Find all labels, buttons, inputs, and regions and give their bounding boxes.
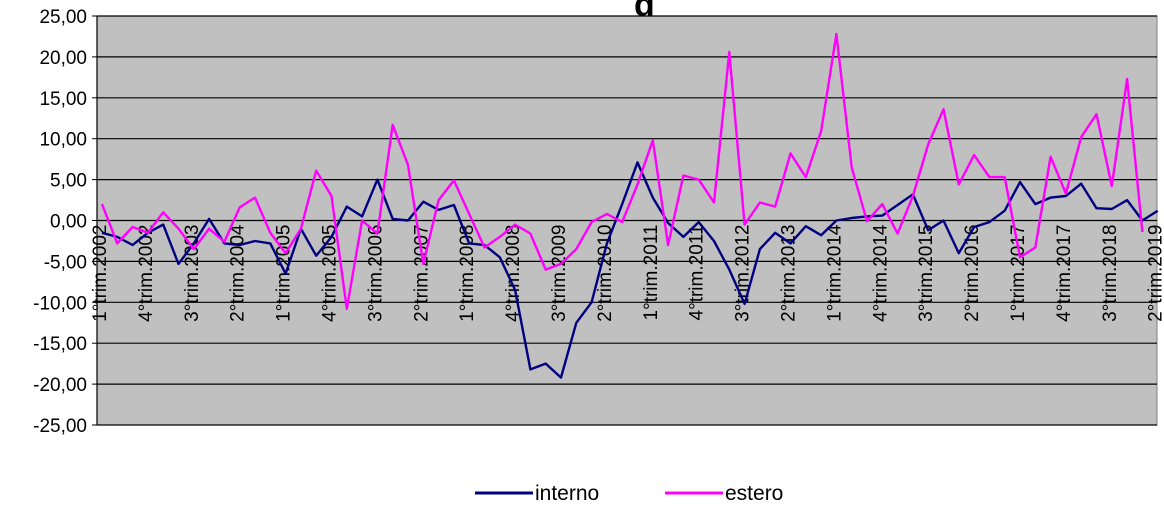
y-tick-label: 0,00 [50, 212, 87, 233]
x-tick-label: 3°trim.2018 [1100, 225, 1121, 322]
y-tick-label: 15,00 [39, 89, 87, 110]
x-axis-tick-labels: 1°trim.2002 4°trim.2002 3°trim.2003 2°trim.… [90, 224, 1164, 322]
x-tick-label: 3°trim.2003 [182, 225, 203, 322]
y-tick-label: 10,00 [39, 130, 87, 151]
x-tick-label: 2°trim.2016 [962, 225, 983, 322]
y-axis-tick-labels: 25,00 20,00 15,00 10,00 5,00 0,00 -5,00 -10,00 -… [33, 7, 87, 437]
legend: interno estero [475, 482, 783, 505]
x-tick-label: 2°trim.2010 [595, 225, 616, 322]
legend-label-estero: estero [725, 482, 783, 505]
series-line-estero [100, 32, 1144, 310]
x-tick-label: 4°trim.2011 [687, 225, 708, 321]
x-tick-label: 4°trim.2005 [320, 225, 341, 322]
x-tick-label: 2°trim.2013 [779, 225, 800, 322]
x-tick-label: 3°trim.2006 [365, 225, 386, 322]
y-tick-label: 20,00 [39, 48, 87, 69]
x-tick-label: 1°trim.2011 [641, 225, 662, 321]
x-tick-label: 2°trim.2019 [1146, 225, 1164, 322]
y-tick-label: -5,00 [44, 252, 87, 273]
x-tick-label: 1°trim.2017 [1008, 225, 1029, 322]
y-tick-label: -25,00 [33, 416, 87, 437]
x-tick-label: 4°trim.2008 [503, 225, 524, 322]
x-tick-label: 2°trim.2004 [228, 224, 249, 322]
series-line-interno [101, 161, 1159, 379]
legend-label-interno: interno [535, 482, 599, 505]
y-tick-label: -15,00 [33, 334, 87, 355]
x-tick-label: 1°trim.2014 [824, 224, 845, 322]
x-tick-label: 1°trim.2008 [457, 225, 478, 322]
x-tick-label: 4°trim.2014 [870, 224, 891, 322]
y-tick-label: -20,00 [33, 375, 87, 396]
y-tick-label: 5,00 [50, 171, 87, 192]
gridlines [92, 15, 1157, 426]
x-tick-label: 1°trim.2002 [90, 225, 111, 322]
x-tick-label: 3°trim.2012 [733, 225, 754, 322]
x-tick-label: 3°trim.2009 [549, 225, 570, 322]
x-tick-label: 3°trim.2015 [916, 225, 937, 322]
x-tick-label: 4°trim.2002 [136, 225, 157, 322]
y-tick-label: -10,00 [33, 293, 87, 314]
x-tick-label: 4°trim.2017 [1054, 225, 1075, 322]
series-lines [100, 32, 1159, 379]
y-tick-label: 25,00 [39, 7, 87, 28]
